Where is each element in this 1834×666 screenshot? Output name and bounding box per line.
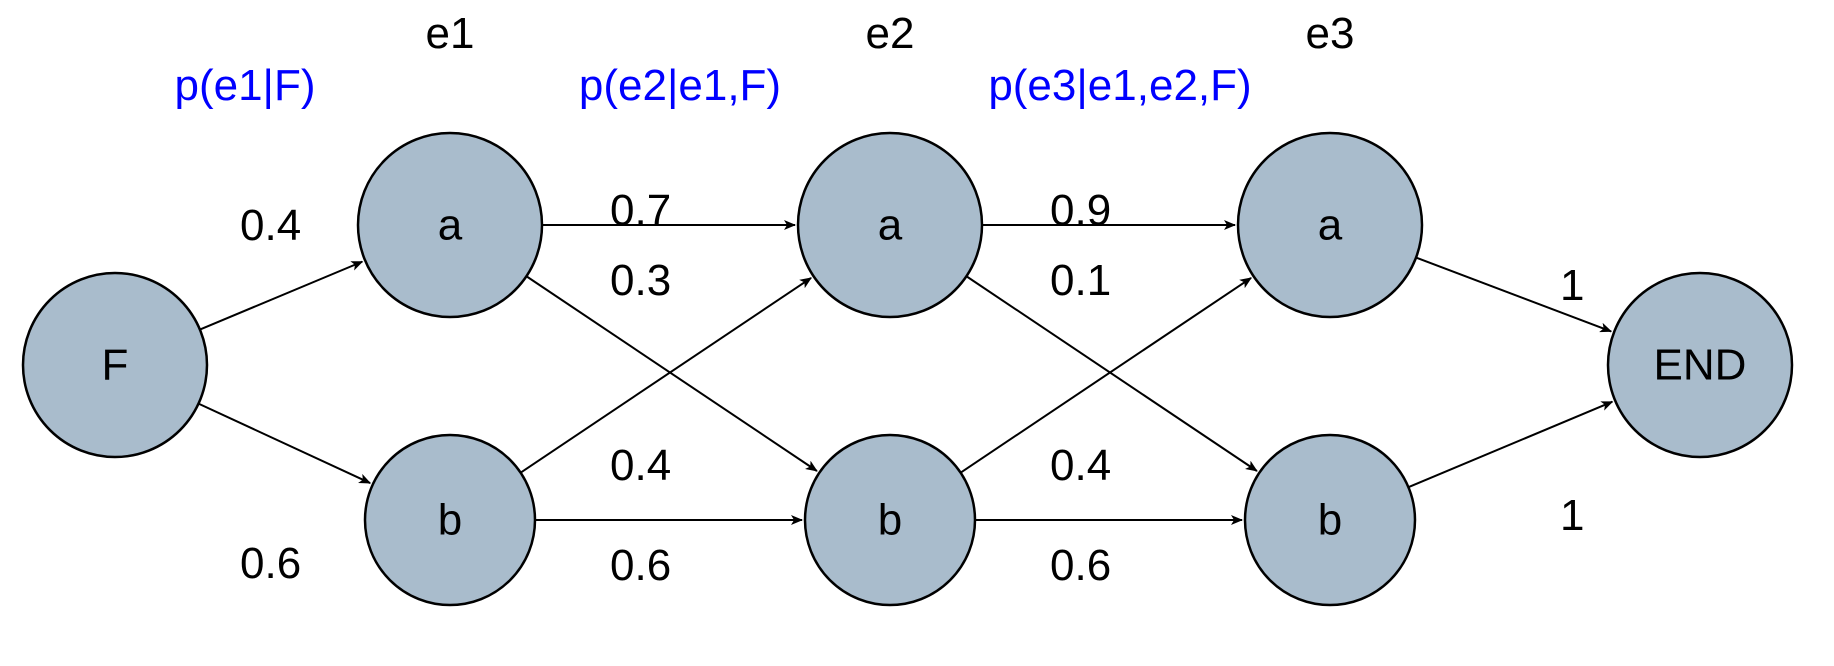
edge-e1a-e2b	[526, 276, 816, 471]
edge-label: 0.4	[610, 441, 671, 490]
node-label-END: END	[1654, 341, 1747, 390]
edge-label: 0.3	[610, 256, 671, 305]
node-label-e3a: a	[1318, 201, 1343, 250]
node-label-e1a: a	[438, 201, 463, 250]
edge-label: 1	[1560, 491, 1584, 540]
probability-header: p(e1|F)	[174, 61, 315, 110]
column-header: e3	[1306, 9, 1355, 58]
column-header: e2	[866, 9, 915, 58]
edge-label: 0.4	[240, 201, 301, 250]
column-header: e1	[426, 9, 475, 58]
node-label-F: F	[102, 341, 129, 390]
node-label-e2a: a	[878, 201, 903, 250]
edge-e2a-e3b	[966, 276, 1256, 471]
node-label-e3b: b	[1318, 496, 1342, 545]
edge-F-e1a	[200, 262, 362, 330]
probability-header: p(e2|e1,F)	[579, 61, 781, 110]
edge-label: 0.1	[1050, 256, 1111, 305]
node-label-e1b: b	[438, 496, 462, 545]
edge-F-e1b	[198, 404, 370, 483]
probability-header: p(e3|e1,e2,F)	[988, 61, 1251, 110]
node-label-e2b: b	[878, 496, 902, 545]
edge-e3b-END	[1408, 402, 1612, 487]
edge-label: 0.7	[610, 186, 671, 235]
edge-label: 0.6	[1050, 541, 1111, 590]
edge-label: 0.9	[1050, 186, 1111, 235]
probability-network-diagram: Fa b a b a b END 0.4 0.6 0.7 0.3 0.4 0.6 0.9 0.1 0.4 0.…	[0, 0, 1834, 666]
edge-label: 0.6	[240, 539, 301, 588]
edge-label: 0.6	[610, 541, 671, 590]
edge-label: 0.4	[1050, 441, 1111, 490]
edge-label: 1	[1560, 261, 1584, 310]
